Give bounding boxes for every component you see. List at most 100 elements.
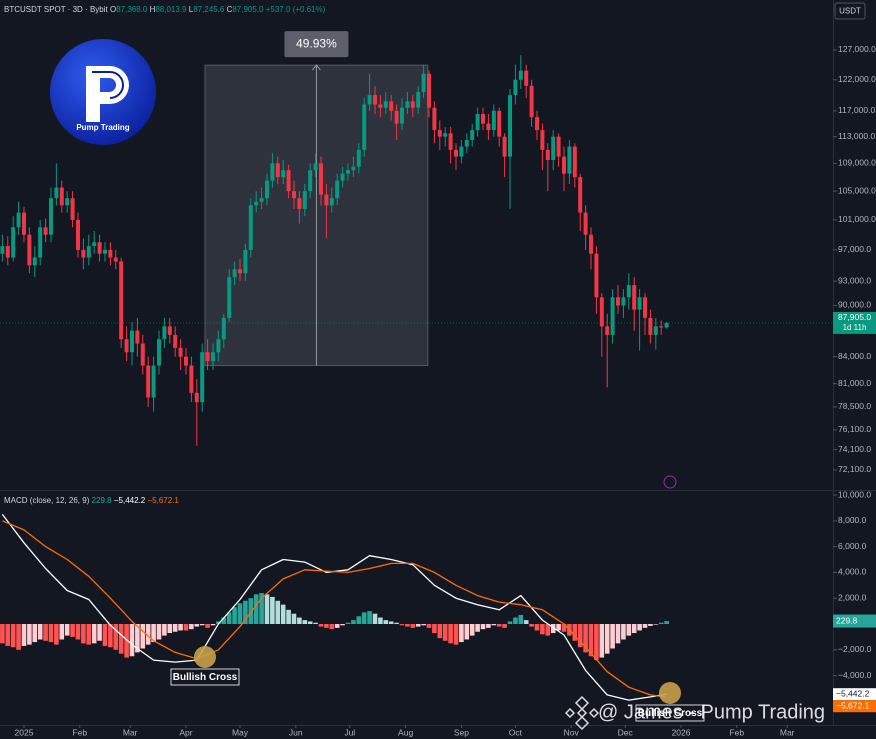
y-tick-label: 93,000.0 [838, 275, 871, 285]
histogram-bar [32, 624, 38, 643]
candle-body [221, 317, 226, 340]
histogram-bar [464, 624, 470, 640]
histogram-bar [410, 624, 416, 628]
histogram-bar [626, 624, 632, 636]
y-tick-label: 4,000.0 [838, 567, 867, 577]
histogram-bar [16, 624, 21, 650]
candle-body [124, 339, 129, 353]
histogram-bar [145, 624, 151, 645]
ohlc-key: O [110, 5, 116, 14]
x-tick-label: Dec [618, 727, 634, 737]
histogram-bar [372, 613, 378, 625]
candle-body [589, 234, 594, 254]
histogram-bar [156, 624, 162, 640]
histogram-bar [307, 621, 313, 625]
y-tick-label: 76,100.0 [838, 424, 871, 434]
candle-body [259, 198, 264, 202]
candle-body [146, 365, 151, 398]
histogram-bar [291, 613, 297, 625]
histogram-bar [426, 624, 432, 628]
candle-body [167, 326, 172, 335]
y-tick-label: 74,100.0 [838, 444, 871, 454]
x-tick-label: Aug [398, 727, 413, 737]
x-tick-label: Jul [344, 727, 355, 737]
x-tick-label: May [232, 727, 249, 737]
histogram-bar [0, 624, 5, 644]
y-tick-label: 6,000.0 [838, 541, 867, 551]
ohlc-value: 87,245.6 [193, 5, 225, 14]
candle-body [540, 130, 545, 150]
ohlc-key: C [227, 5, 233, 14]
candle-body [302, 191, 307, 209]
candle-body [345, 170, 350, 174]
candle-body [135, 330, 140, 344]
histogram-bar [399, 624, 405, 626]
y-tick-label: −2,000.0 [838, 644, 872, 654]
histogram-bar [48, 624, 54, 643]
x-tick-label: Nov [564, 727, 580, 737]
x-tick-label: Feb [72, 727, 87, 737]
y-tick-label: 8,000.0 [838, 515, 867, 525]
histogram-bar [313, 622, 318, 625]
candle-body [475, 113, 480, 131]
y-tick-label: 84,000.0 [838, 351, 871, 361]
histogram-bar [540, 624, 545, 635]
macd-hist-value: 229.8 [92, 496, 113, 505]
series-last-box [833, 700, 876, 713]
candle-body [486, 123, 491, 131]
series-last-box [833, 688, 876, 701]
candle-body [86, 246, 91, 258]
candle-body [264, 180, 269, 199]
histogram-bar [124, 624, 129, 658]
histogram-bar [388, 621, 394, 625]
candle-body [324, 194, 329, 206]
histogram-bar [205, 624, 210, 628]
histogram-bar [577, 624, 583, 648]
histogram-bar [64, 624, 70, 636]
candle-body [454, 149, 459, 157]
candle-body [432, 107, 437, 131]
ohlc-value: 87,905.0 [232, 5, 264, 14]
histogram-bar [86, 624, 92, 645]
candle-body [200, 352, 205, 403]
candle-body [659, 326, 664, 328]
histogram-bar [21, 624, 27, 646]
x-tick-label: 2025 [15, 727, 34, 737]
histogram-bar [118, 624, 124, 654]
histogram-bar [216, 621, 221, 625]
histogram-bar [491, 624, 497, 626]
histogram-bar [54, 624, 59, 645]
candle-body [97, 242, 102, 254]
histogram-bar [415, 624, 421, 627]
symbol: BTCUSDT SPOT · 3D · Bybit [4, 5, 109, 14]
candle-body [210, 352, 215, 362]
candle-body [270, 163, 275, 181]
histogram-bar [437, 624, 443, 639]
histogram-bar [162, 624, 167, 636]
histogram-bar [361, 612, 367, 625]
x-tick-label: Feb [729, 727, 744, 737]
candle-body [151, 365, 156, 398]
alert-icon[interactable] [663, 475, 677, 489]
histogram-bar [270, 596, 275, 625]
histogram-bar [486, 624, 491, 628]
histogram-bar [653, 624, 659, 625]
candle-body [248, 205, 253, 250]
histogram-bar [345, 622, 351, 625]
candle-body [237, 269, 242, 274]
candle-body [216, 339, 221, 353]
candle-body [108, 249, 113, 258]
measure-label-box [284, 31, 349, 58]
histogram-bar [210, 624, 216, 626]
candle-body [362, 104, 367, 150]
candle-body [437, 130, 442, 137]
histogram-bar [615, 624, 621, 644]
candle-body [637, 297, 642, 310]
candle-body [32, 257, 37, 266]
candle-body [400, 107, 405, 124]
candle-body [48, 198, 53, 235]
candle-body [535, 117, 540, 131]
candle-body [140, 343, 145, 366]
